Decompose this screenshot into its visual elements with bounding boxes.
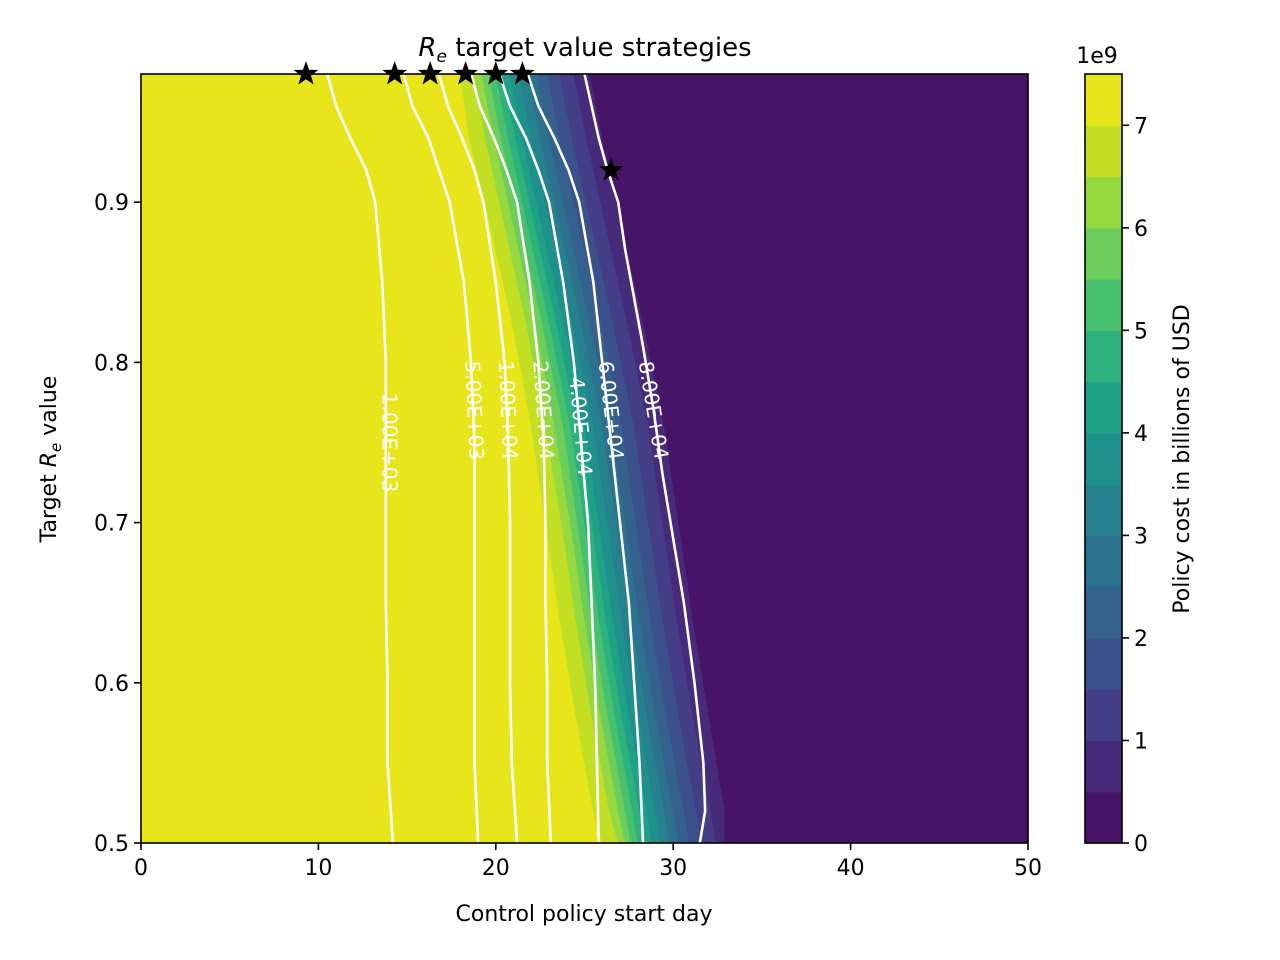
x-tick-label: 30 xyxy=(659,856,687,881)
plot-frame xyxy=(140,73,1029,844)
colorbar-label: Policy cost in billions of USD xyxy=(1170,304,1195,613)
contour-lines xyxy=(326,74,707,843)
title-symbol: R xyxy=(418,33,436,63)
filled-contour-bands xyxy=(460,74,1028,843)
colorbar-swatch xyxy=(1085,791,1122,844)
y-tick-label: 0.5 xyxy=(94,832,129,857)
star-marker xyxy=(293,61,319,85)
y-label-prefix: Target xyxy=(37,474,62,543)
colorbar-tick-label: 4 xyxy=(1134,422,1148,447)
colorbar-ticks: 0 1 2 3 4 5 6 7 xyxy=(1122,114,1148,857)
colorbar-swatch xyxy=(1085,586,1122,639)
colorbar-tick-label: 5 xyxy=(1134,319,1148,344)
colorbar-swatch xyxy=(1085,740,1122,793)
colorbar-swatch xyxy=(1085,535,1122,588)
colorbar-tick-label: 7 xyxy=(1134,114,1148,139)
y-axis-ticks: 0.5 0.6 0.7 0.8 0.9 xyxy=(94,191,141,857)
x-tick-label: 40 xyxy=(837,856,865,881)
y-tick-label: 0.8 xyxy=(94,351,129,376)
plot-area xyxy=(141,74,1028,843)
star-marker xyxy=(598,157,624,181)
optimal-markers xyxy=(293,61,624,181)
colorbar-swatch xyxy=(1085,381,1122,434)
colorbar-swatch xyxy=(1085,689,1122,742)
contour-line-1.00E+04 xyxy=(437,74,519,843)
y-tick-label: 0.6 xyxy=(94,672,129,697)
y-label-symbol-sub: e xyxy=(47,443,65,452)
contour-line-6.00E+04 xyxy=(526,74,645,843)
contour-line-8.00E+04 xyxy=(583,74,707,843)
y-axis-label: Target Re value xyxy=(37,376,65,544)
contour-label: 1.00E+04 xyxy=(494,360,522,460)
colorbar-swatch xyxy=(1085,279,1122,331)
x-tick-label: 20 xyxy=(482,856,510,881)
colorbar-frame xyxy=(1084,73,1123,844)
colorbar-swatch xyxy=(1085,74,1122,126)
colorbar-tick-label: 6 xyxy=(1134,217,1148,242)
star-marker xyxy=(453,61,479,85)
colorbar-offset-text: 1e9 xyxy=(1076,44,1118,69)
contour-line-2.00E+04 xyxy=(469,74,553,843)
title-symbol-sub: e xyxy=(436,47,446,67)
colorbar-swatch xyxy=(1085,484,1122,536)
colorbar-tick-label: 1 xyxy=(1134,729,1148,754)
colorbar-swatch xyxy=(1085,330,1122,383)
colorbar-tick-label: 0 xyxy=(1134,832,1148,857)
y-label-symbol: R xyxy=(37,452,62,467)
contour-line-4.00E+04 xyxy=(498,74,600,843)
star-marker xyxy=(483,61,509,85)
y-label-suffix: value xyxy=(37,376,62,436)
y-tick-label: 0.9 xyxy=(94,191,129,216)
title-text: target value strategies xyxy=(455,33,751,63)
colorbar-swatch xyxy=(1085,227,1122,280)
x-tick-label: 0 xyxy=(134,856,148,881)
contour-line-5.00E+03 xyxy=(402,74,480,843)
star-marker xyxy=(382,61,408,85)
x-axis-ticks: 0 10 20 30 40 50 xyxy=(134,843,1042,881)
contour-label: 1.00E+03 xyxy=(377,393,401,492)
colorbar-swatch xyxy=(1085,637,1122,690)
chart-title: Re target value strategies xyxy=(418,33,751,67)
colorbar-swatch xyxy=(1085,125,1122,178)
contour-line-1.00E+03 xyxy=(326,74,395,843)
colorbar-swatch xyxy=(1085,176,1122,229)
colorbar-swatch xyxy=(1085,432,1122,485)
contour-label: 5.00E+03 xyxy=(460,360,488,460)
colorbar-tick-label: 3 xyxy=(1134,524,1148,549)
x-axis-label: Control policy start day xyxy=(456,902,713,927)
star-marker xyxy=(417,61,443,85)
colorbar-tick-label: 2 xyxy=(1134,627,1148,652)
y-tick-label: 0.7 xyxy=(94,512,129,537)
star-marker xyxy=(510,61,535,85)
x-tick-label: 10 xyxy=(304,856,332,881)
colorbar xyxy=(1085,74,1122,844)
x-tick-label: 50 xyxy=(1014,856,1042,881)
